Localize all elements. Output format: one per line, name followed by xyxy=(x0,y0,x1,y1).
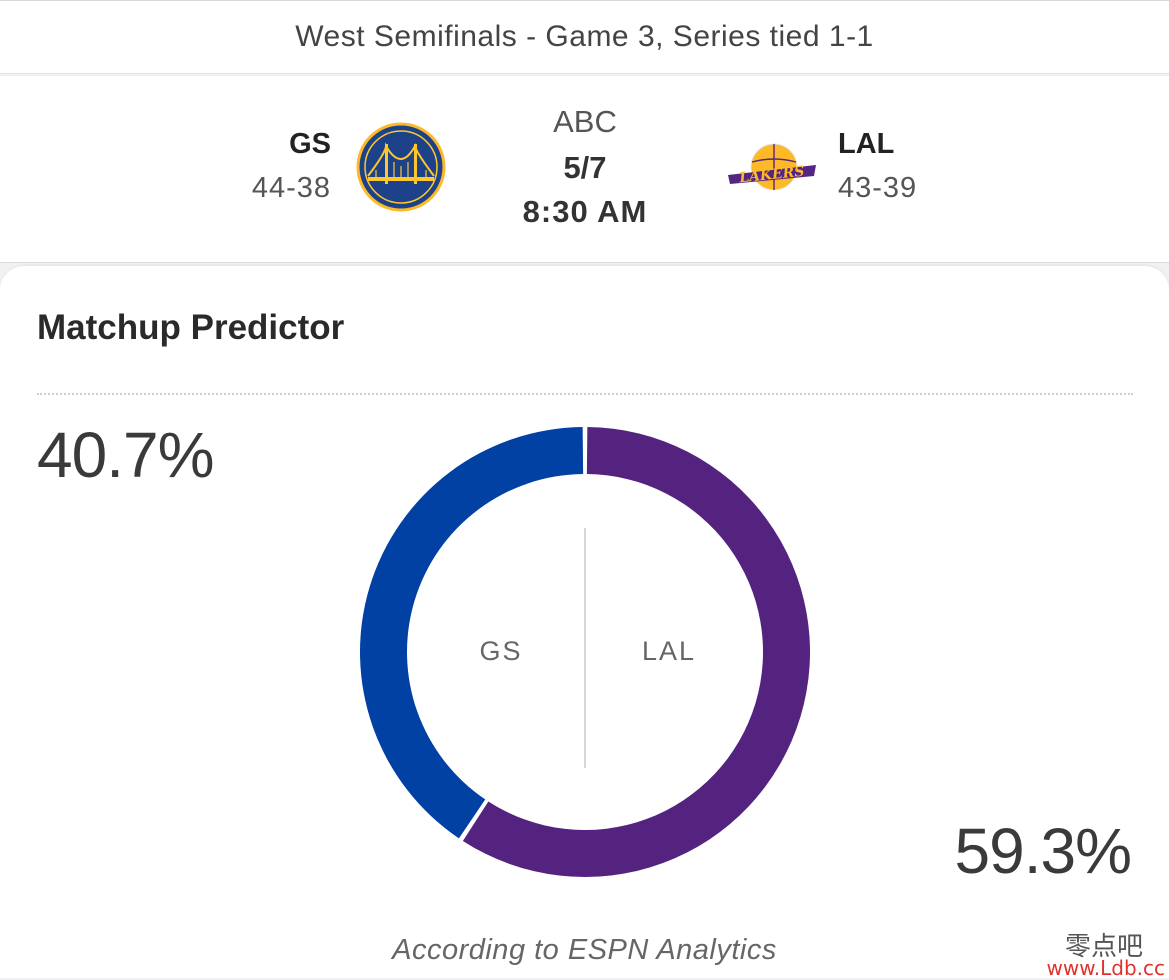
series-info-bar: West Semifinals - Game 3, Series tied 1-… xyxy=(0,0,1169,74)
away-team-record: 44-38 xyxy=(251,172,331,204)
donut-segment-gs xyxy=(360,427,584,839)
donut-home-label: LAL xyxy=(642,636,696,666)
game-time: 8:30 AM xyxy=(522,194,648,229)
home-team-abbr[interactable]: LAL xyxy=(838,128,895,160)
predictor-title: Matchup Predictor xyxy=(37,308,345,347)
series-title: West Semifinals - Game 3, Series tied 1-… xyxy=(295,20,874,53)
donut-segment-lal xyxy=(462,427,810,878)
analytics-footnote: According to ESPN Analytics xyxy=(392,934,777,966)
warriors-logo-icon[interactable] xyxy=(356,122,446,212)
dotted-divider xyxy=(37,393,1133,395)
broadcast-network: ABC xyxy=(553,104,617,139)
watermark-url: www.Ldb.cc xyxy=(1046,956,1165,980)
win-probability-donut: GS LAL xyxy=(360,427,810,878)
game-date: 5/7 xyxy=(563,150,607,185)
watermark-text: 零点吧 xyxy=(1064,932,1143,962)
svg-text:LAKERS: LAKERS xyxy=(738,164,806,187)
home-team-record: 43-39 xyxy=(838,172,918,204)
away-win-probability: 40.7% xyxy=(37,419,214,491)
matchup-predictor-card: Matchup Predictor 40.7% GS LAL 59.3% Acc… xyxy=(0,266,1169,978)
home-win-probability: 59.3% xyxy=(954,815,1132,887)
lakers-logo-icon[interactable]: LAKERS xyxy=(724,132,820,202)
away-team-abbr[interactable]: GS xyxy=(289,128,331,160)
game-header[interactable]: GS 44-38 ABC 5/7 8:30 AM LAKERS LAL 43-3… xyxy=(0,76,1169,263)
donut-away-label: GS xyxy=(479,636,522,666)
